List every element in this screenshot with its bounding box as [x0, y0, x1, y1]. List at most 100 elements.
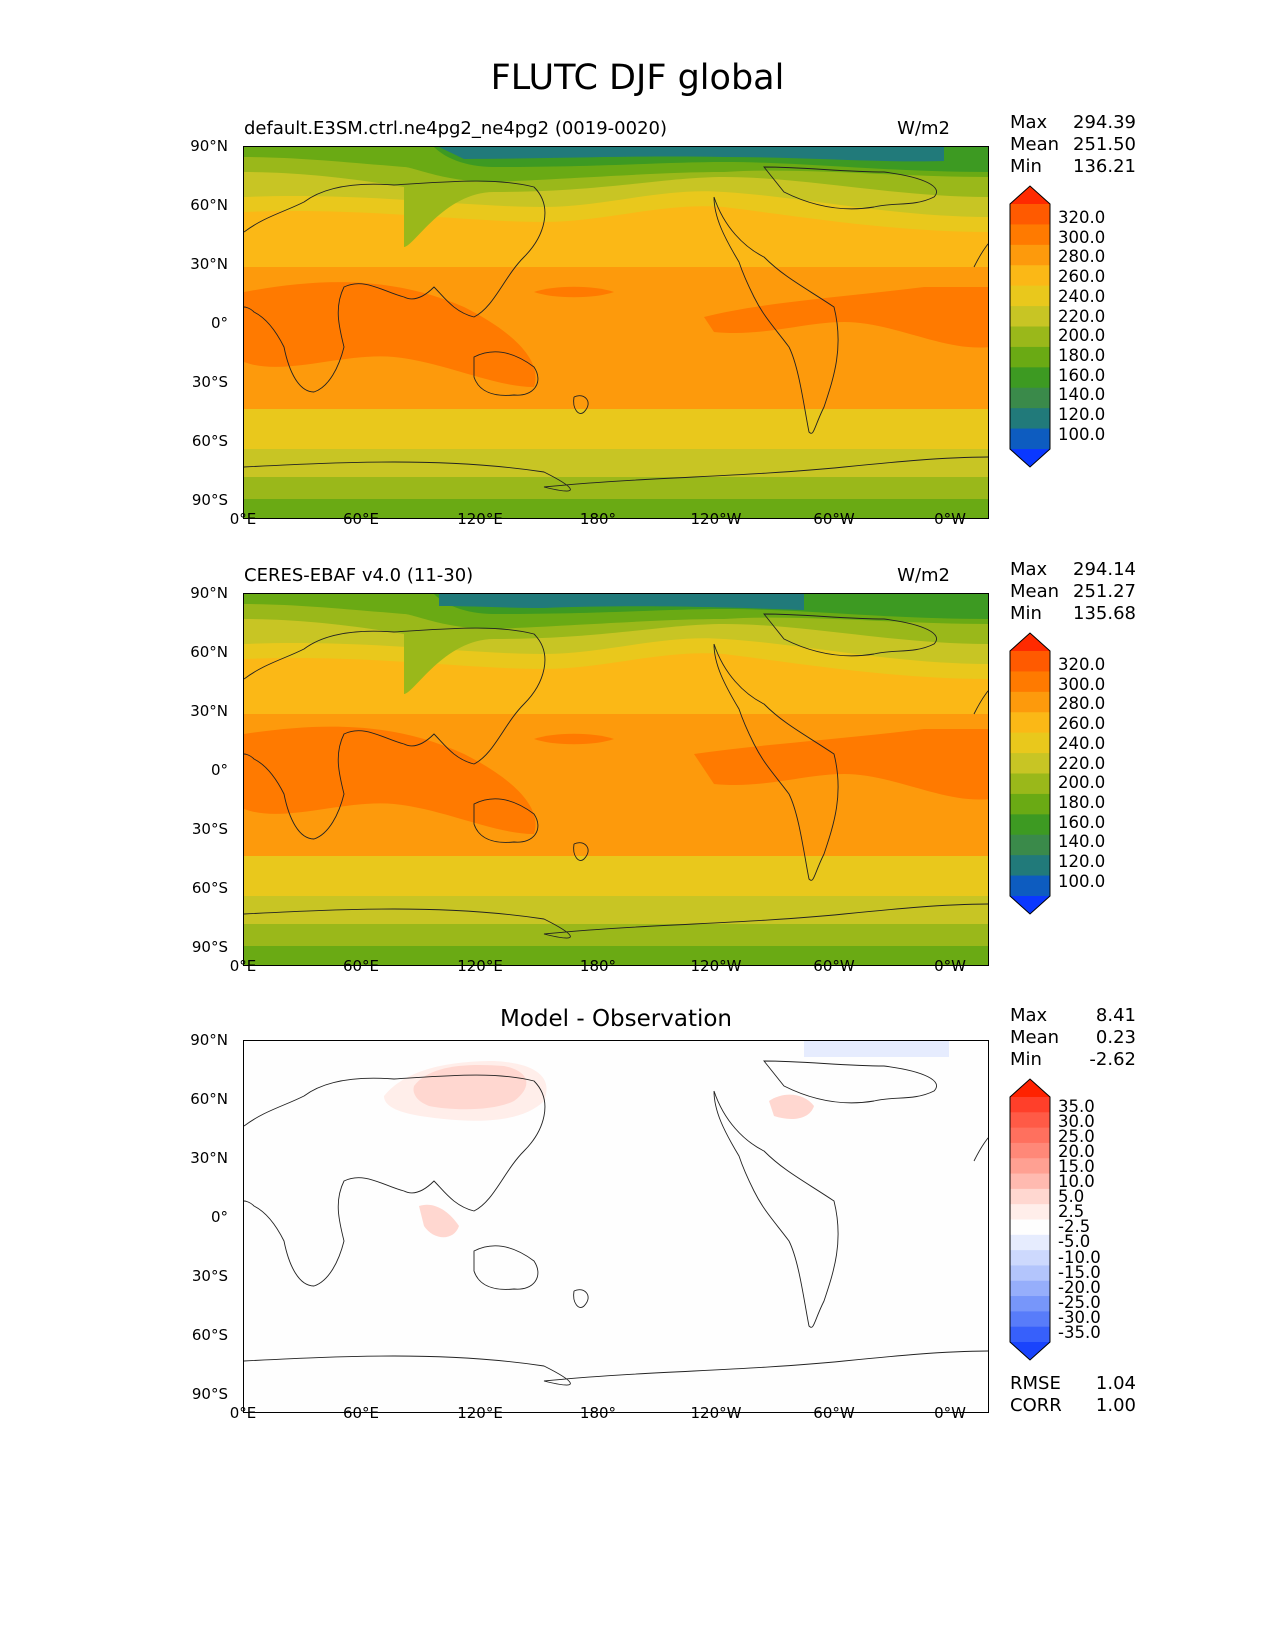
colorbar-segment	[1010, 285, 1050, 307]
colorbar-tick-label: 220.0	[1058, 306, 1106, 326]
colorbar-tick-label: 260.0	[1058, 714, 1106, 734]
colorbar-extend-min	[1010, 1342, 1050, 1360]
ytick-label: 30°N	[190, 702, 228, 720]
colorbar-tick-label: -20.0	[1058, 1277, 1101, 1297]
colorbar-tick-label: 280.0	[1058, 247, 1106, 267]
colorbar	[1009, 185, 1051, 468]
ytick-label: 60°S	[191, 879, 228, 897]
colorbar-tick-label: 160.0	[1058, 812, 1106, 832]
colorbar-tick-label: 180.0	[1058, 345, 1106, 365]
stat-label: Max	[1010, 112, 1048, 133]
ytick-label: 90°N	[190, 137, 228, 155]
colorbar-segment	[1010, 793, 1050, 815]
colorbar-extend-max	[1010, 186, 1050, 204]
contour-svg	[244, 147, 988, 518]
contour-svg	[244, 1041, 988, 1412]
colorbar-segment	[1010, 651, 1050, 672]
ytick-label: 60°S	[191, 1326, 228, 1344]
ytick-label: 90°N	[190, 584, 228, 602]
colorbar-tick-label: 15.0	[1058, 1157, 1095, 1177]
contour-map-diff	[243, 1040, 989, 1413]
ytick-label: 60°N	[190, 1090, 228, 1108]
stat-value: 0.23	[1095, 1027, 1136, 1048]
colorbar-segment	[1010, 1280, 1050, 1297]
stat-value: 294.14	[1073, 559, 1136, 580]
stats-block: Max 8.41 Mean 0.23 Min -2.62	[1010, 1005, 1136, 1071]
xtick-label: 120°E	[457, 510, 503, 528]
stat-value: 251.27	[1073, 581, 1136, 602]
stat-label: Max	[1010, 1005, 1048, 1026]
colorbar-tick-label: 35.0	[1058, 1097, 1095, 1116]
xtick-label: 0°E	[229, 510, 257, 528]
colorbar-tick-label: 120.0	[1058, 405, 1106, 424]
colorbar-tick-label: 200.0	[1058, 773, 1106, 793]
colorbar-segment	[1010, 1127, 1050, 1144]
colorbar-segment	[1010, 265, 1050, 287]
ytick-label: 30°S	[191, 820, 228, 838]
colorbar-tick-label: 320.0	[1058, 655, 1106, 674]
colorbar-tick-label: 25.0	[1058, 1127, 1095, 1147]
xtick-label: 0°E	[229, 957, 257, 975]
colorbar-segment	[1010, 1311, 1050, 1328]
colorbar-tick-label: 120.0	[1058, 852, 1106, 871]
colorbar-segment	[1010, 244, 1050, 266]
colorbar-outline	[1009, 632, 1051, 915]
colorbar	[1009, 1078, 1051, 1361]
xtick-label: 180°	[579, 510, 617, 528]
colorbar-tick-label: 320.0	[1058, 208, 1106, 227]
stats-block: Max 294.39 Mean 251.50 Min 136.21	[1010, 112, 1136, 178]
stat-value: 136.21	[1073, 156, 1136, 177]
ytick-label: 90°S	[191, 938, 228, 956]
footer-stats: RMSE 1.04 CORR 1.00	[1010, 1373, 1136, 1417]
panel-units: W/m2	[897, 565, 950, 586]
colorbar-segment	[1010, 1142, 1050, 1159]
stats-block: Max 294.14 Mean 251.27 Min 135.68	[1010, 559, 1136, 625]
colorbar-outline	[1009, 185, 1051, 468]
rmse-label: RMSE	[1010, 1373, 1061, 1394]
stat-value: 294.39	[1073, 112, 1136, 133]
colorbar-tick-label: -35.0	[1058, 1322, 1101, 1342]
colorbar-segment	[1010, 346, 1050, 368]
colorbar-tick-label: 220.0	[1058, 753, 1106, 773]
colorbar-segment	[1010, 855, 1050, 877]
stat-label: Mean	[1010, 1027, 1060, 1048]
colorbar-tick-label: 2.5	[1058, 1202, 1085, 1222]
colorbar-segment	[1010, 1097, 1050, 1113]
colorbar-tick-label: 100.0	[1058, 871, 1106, 891]
xtick-label: 60°W	[813, 957, 855, 975]
xtick-label: 120°W	[690, 957, 742, 975]
ytick-label: 30°N	[190, 255, 228, 273]
ytick-label: 30°S	[191, 373, 228, 391]
xtick-label: 120°W	[690, 510, 742, 528]
stat-label: Min	[1010, 156, 1042, 177]
colorbar-segment	[1010, 387, 1050, 409]
stat-label: Mean	[1010, 134, 1060, 155]
xtick-label: 60°E	[342, 957, 380, 975]
colorbar-segment	[1010, 671, 1050, 693]
colorbar-extend-max	[1010, 633, 1050, 651]
colorbar-outline	[1009, 1078, 1051, 1361]
colorbar-tick-label: 300.0	[1058, 674, 1106, 694]
colorbar-tick-label: 240.0	[1058, 286, 1106, 306]
colorbar-segment	[1010, 1219, 1050, 1236]
colorbar-segment	[1010, 1234, 1050, 1251]
colorbar-extend-min	[1010, 896, 1050, 914]
colorbar-tick-label: 280.0	[1058, 694, 1106, 714]
colorbar-segment	[1010, 732, 1050, 754]
colorbar-tick-label: 20.0	[1058, 1142, 1095, 1162]
xtick-label: 0°W	[934, 957, 966, 975]
colorbar-segment	[1010, 834, 1050, 856]
colorbar	[1009, 632, 1051, 915]
colorbar-tick-label: 200.0	[1058, 326, 1106, 346]
colorbar-tick-label: 240.0	[1058, 733, 1106, 753]
colorbar-tick-label: 140.0	[1058, 832, 1106, 852]
colorbar-segment	[1010, 753, 1050, 774]
colorbar-tick-label: 100.0	[1058, 424, 1106, 444]
colorbar-segment	[1010, 875, 1050, 897]
xtick-label: 0°W	[934, 510, 966, 528]
colorbar-segment	[1010, 1204, 1050, 1220]
corr-value: 1.00	[1095, 1395, 1136, 1416]
colorbar-segment	[1010, 1250, 1050, 1266]
panel-title: Model - Observation	[499, 1006, 733, 1032]
xtick-label: 0°E	[229, 1404, 257, 1422]
